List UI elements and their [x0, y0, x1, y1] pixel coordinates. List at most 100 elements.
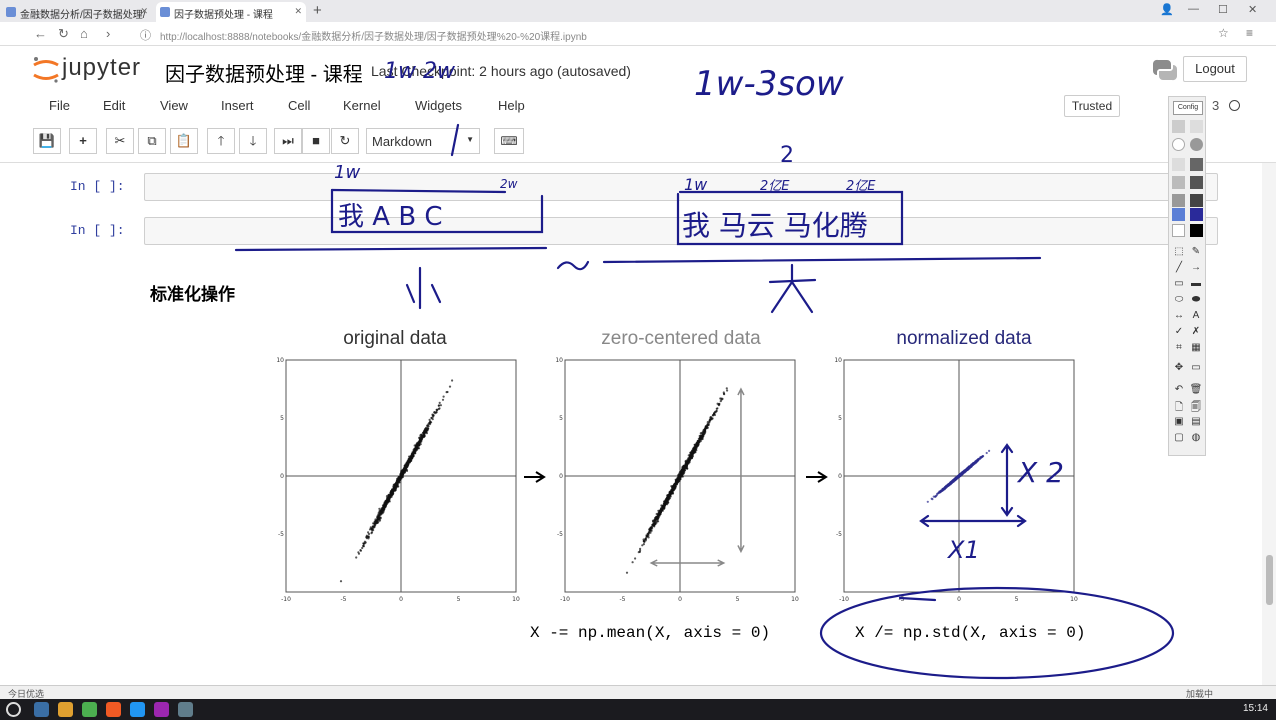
url-field[interactable]: http://localhost:8888/notebooks/金融数据分析/因… [160, 32, 587, 43]
grid-tool-icon[interactable]: ▦ [1191, 342, 1201, 353]
palette-swatch[interactable] [1190, 208, 1203, 221]
palette-swatch[interactable] [1172, 120, 1185, 133]
menu-widgets[interactable]: Widgets [415, 98, 462, 113]
browser-tab-active[interactable]: 因子数据预处理 - 课程 ✕ [156, 2, 306, 22]
menu-icon[interactable]: ≡ [1246, 26, 1254, 40]
cut-icon[interactable]: ✂ [106, 128, 134, 154]
palette-swatch[interactable] [1172, 158, 1185, 171]
trusted-indicator[interactable]: Trusted [1064, 95, 1120, 117]
palette-swatch[interactable] [1172, 208, 1185, 221]
trash-icon[interactable]: 🗑 [1189, 384, 1203, 395]
python-logo-icon [1152, 59, 1178, 81]
palette-swatch[interactable] [1190, 224, 1203, 237]
menu-help[interactable]: Help [498, 98, 525, 113]
move-up-icon[interactable]: 🡑 [207, 128, 235, 154]
new-tab-icon[interactable]: + [313, 2, 322, 19]
chevron-down-icon: ▼ [466, 135, 474, 144]
browser-tab[interactable]: 金融数据分析/因子数据处理/ ✕ [2, 2, 152, 22]
taskbar-app-icon[interactable] [154, 702, 169, 717]
pages-icon[interactable]: 🗐 [1191, 402, 1201, 413]
capture-icon[interactable]: ▣ [1174, 416, 1184, 427]
line-tool-icon[interactable]: ╱ [1175, 262, 1183, 273]
notebook-title[interactable]: 因子数据预处理 - 课程 [165, 64, 363, 86]
palette-swatch[interactable] [1190, 194, 1203, 207]
arrow-tool-icon[interactable]: → [1191, 262, 1201, 273]
menu-edit[interactable]: Edit [103, 98, 126, 113]
palette-swatch[interactable] [1190, 120, 1203, 133]
crop-tool-icon[interactable]: ⌗ [1176, 342, 1182, 353]
close-window-icon[interactable]: ✕ [1248, 4, 1258, 16]
taskbar-app-icon[interactable] [82, 702, 97, 717]
menu-insert[interactable]: Insert [221, 98, 254, 113]
taskbar-app-icon[interactable] [178, 702, 193, 717]
start-icon[interactable] [6, 702, 21, 717]
info-icon[interactable]: ⓘ [140, 30, 151, 42]
close-tab-icon[interactable]: ✕ [294, 6, 302, 16]
double-arrow-tool-icon[interactable]: ↔ [1174, 310, 1184, 321]
copy-icon[interactable]: ⧉ [138, 128, 166, 154]
cell-type-select[interactable]: Markdown ▼ [366, 128, 480, 154]
logout-button[interactable]: Logout [1183, 56, 1247, 82]
scatter-point [376, 516, 379, 519]
interrupt-icon[interactable]: ■ [302, 128, 330, 154]
status-left[interactable]: 今日优选 [8, 689, 45, 699]
keyboard-icon[interactable]: ⌨ [494, 128, 524, 154]
code-cell-input[interactable] [144, 217, 1218, 245]
restart-icon[interactable]: ↻ [331, 128, 359, 154]
user-icon[interactable]: 👤 [1160, 4, 1174, 16]
back-icon[interactable]: ← [34, 26, 47, 41]
palette-swatch[interactable] [1190, 176, 1203, 189]
reload-icon[interactable]: ↻ [58, 26, 69, 41]
home-icon[interactable]: ⌂ [80, 26, 88, 41]
palette-swatch[interactable] [1172, 224, 1185, 237]
menu-kernel[interactable]: Kernel [343, 98, 381, 113]
palette-swatch[interactable] [1172, 194, 1185, 207]
forward-icon[interactable]: › [106, 26, 111, 41]
palette-swatch[interactable] [1172, 176, 1185, 189]
run-icon[interactable]: ⏭ [274, 128, 302, 154]
taskbar-app-icon[interactable] [106, 702, 121, 717]
code-std: X /= np.std(X, axis = 0) [855, 624, 1086, 642]
paste-icon[interactable]: 📋 [170, 128, 198, 154]
scrollbar-thumb[interactable] [1266, 555, 1273, 605]
menu-file[interactable]: File [49, 98, 70, 113]
check-tool-icon[interactable]: ✓ [1174, 326, 1184, 337]
y-tick-label: 10 [834, 357, 842, 364]
page-icon[interactable]: 🗋 [1174, 402, 1184, 413]
jupyter-logo-icon[interactable] [30, 55, 150, 85]
filled-rect-tool-icon[interactable]: ▬ [1191, 278, 1201, 289]
scatter-point [726, 389, 729, 392]
rect-tool-icon[interactable]: ▭ [1174, 278, 1184, 289]
palette-swatch[interactable] [1190, 158, 1203, 171]
minimize-icon[interactable]: — [1188, 3, 1199, 15]
move-tool-icon[interactable]: ✥ [1174, 362, 1184, 373]
ellipse-tool-icon[interactable]: ⬭ [1174, 294, 1184, 305]
eraser-tool-icon[interactable]: ▭ [1191, 362, 1201, 373]
palette-swatch[interactable] [1190, 138, 1203, 151]
move-down-icon[interactable]: 🡓 [239, 128, 267, 154]
window-icon[interactable]: ▢ [1174, 432, 1184, 443]
palette-config-icon[interactable]: Config [1173, 101, 1203, 115]
select-tool-icon[interactable]: ⬚ [1174, 246, 1184, 257]
taskbar-app-icon[interactable] [130, 702, 145, 717]
pen-tool-icon[interactable]: ✎ [1191, 246, 1201, 257]
code-cell-input[interactable] [144, 173, 1218, 201]
text-tool-icon[interactable]: A [1192, 310, 1200, 321]
menu-view[interactable]: View [160, 98, 188, 113]
menu-cell[interactable]: Cell [288, 98, 311, 113]
palette-swatch[interactable] [1172, 138, 1185, 151]
fill-icon[interactable]: ▤ [1191, 416, 1201, 427]
cross-tool-icon[interactable]: ✗ [1191, 326, 1201, 337]
save-icon[interactable]: 💾 [33, 128, 61, 154]
undo-icon[interactable]: ↶ [1174, 384, 1184, 395]
taskbar-app-icon[interactable] [34, 702, 49, 717]
x-tick-label: -10 [281, 596, 291, 603]
scrollbar[interactable] [1262, 163, 1276, 685]
maximize-icon[interactable]: ☐ [1218, 4, 1228, 16]
star-icon[interactable]: ☆ [1218, 26, 1229, 40]
taskbar-app-icon[interactable] [58, 702, 73, 717]
globe-icon[interactable]: ◍ [1191, 432, 1201, 443]
close-tab-icon[interactable]: ✕ [140, 6, 148, 16]
filled-ellipse-tool-icon[interactable]: ⬬ [1191, 294, 1201, 305]
add-cell-icon[interactable]: + [69, 128, 97, 154]
